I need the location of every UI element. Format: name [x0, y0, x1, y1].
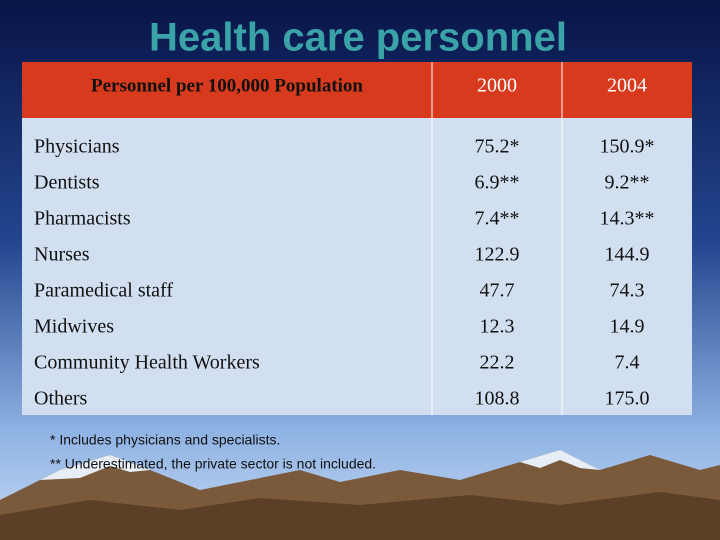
header-cell: 2000	[477, 75, 517, 97]
footnote: ** Underestimated, the private sector is…	[50, 456, 376, 472]
row-label: Dentists	[34, 172, 100, 194]
header-cell: Personnel per 100,000 Population	[91, 75, 363, 96]
row-label: Pharmacists	[34, 208, 131, 230]
table-cell: 108.8	[475, 388, 520, 410]
table-cell: 47.7	[480, 280, 515, 302]
table-cell: 12.3	[480, 316, 515, 338]
table-cell: 122.9	[475, 244, 520, 266]
slide-title: Health care personnel	[149, 16, 567, 60]
table-cell: 9.2**	[605, 172, 650, 194]
table-cell: 74.3	[610, 280, 645, 302]
table-cell: 6.9**	[475, 172, 520, 194]
row-label: Paramedical staff	[34, 280, 173, 302]
table-cell: 175.0	[605, 388, 650, 410]
table-header-bg	[22, 62, 692, 118]
table-cell: 7.4**	[475, 208, 520, 230]
row-label: Midwives	[34, 316, 114, 338]
row-label: Community Health Workers	[34, 352, 260, 374]
table-cell: 150.9*	[600, 136, 655, 158]
mountains	[0, 450, 720, 540]
header-cell: 2004	[607, 75, 647, 97]
footnote: * Includes physicians and specialists.	[50, 432, 280, 448]
row-label: Others	[34, 388, 88, 410]
table: Personnel per 100,000 Population 2000 2004…	[34, 62, 655, 415]
table-cell: 7.4	[615, 352, 640, 374]
row-label: Nurses	[34, 244, 90, 266]
row-label: Physicians	[34, 136, 120, 158]
table-cell: 14.9	[610, 316, 645, 338]
table-cell: 75.2*	[475, 136, 520, 158]
table-cell: 14.3**	[600, 208, 655, 230]
table-cell: 144.9	[605, 244, 650, 266]
table-body-bg	[22, 118, 692, 415]
table-cell: 22.2	[480, 352, 515, 374]
